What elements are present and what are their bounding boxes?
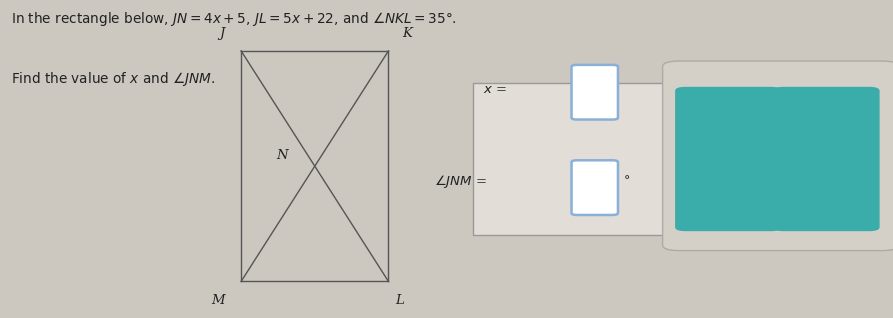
Text: ×: × [720, 149, 737, 169]
FancyBboxPatch shape [572, 160, 618, 215]
FancyBboxPatch shape [473, 83, 665, 235]
Text: N: N [276, 149, 288, 162]
Text: $\angle JNM$ =: $\angle JNM$ = [434, 173, 487, 190]
Text: ↺: ↺ [818, 149, 835, 169]
FancyBboxPatch shape [663, 61, 893, 251]
Text: K: K [402, 27, 412, 40]
Text: $x$ =: $x$ = [483, 83, 507, 95]
Text: Find the value of $x$ and $\angle JNM$.: Find the value of $x$ and $\angle JNM$. [11, 70, 215, 88]
FancyBboxPatch shape [675, 87, 781, 231]
FancyBboxPatch shape [572, 65, 618, 120]
Text: In the rectangle below, $JN=4x+5$, $JL=5x+22$, and $\angle NKL=35°$.: In the rectangle below, $JN=4x+5$, $JL=5… [11, 10, 456, 28]
Text: J: J [220, 27, 225, 40]
FancyBboxPatch shape [773, 87, 880, 231]
Text: M: M [212, 294, 225, 307]
Text: °: ° [623, 175, 630, 188]
Text: L: L [396, 294, 405, 307]
